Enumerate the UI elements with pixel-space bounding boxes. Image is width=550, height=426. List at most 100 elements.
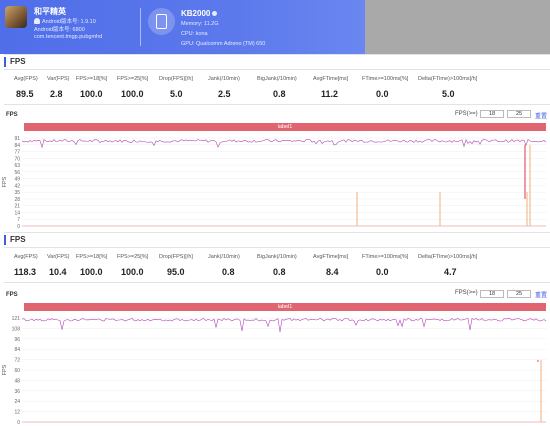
package-name: com.tencent.tmgp.pubgmhd [34, 34, 103, 40]
y-tick-label: 12 [14, 410, 20, 416]
section-title: FPS [10, 57, 26, 66]
stat-label: FPS>=18[%] [76, 76, 108, 82]
fps-filter-min-input[interactable]: 18 [480, 290, 504, 298]
stat-label: Delta(FTime)>100ms[/h] [418, 76, 478, 82]
stat-value: 11.2 [321, 89, 339, 99]
device-name-label: KB2000 [181, 9, 211, 18]
stats-rule [4, 282, 550, 283]
stat-value: 100.0 [80, 267, 103, 277]
y-tick-label: 24 [14, 399, 20, 405]
device-gpu: GPU: Qualcomm Adreno (TM) 650 [181, 41, 266, 47]
label-banner[interactable]: label1 [24, 123, 546, 131]
stat-value: 100.0 [80, 89, 103, 99]
info-icon[interactable] [212, 11, 218, 17]
stat-label: Delta(FTime)>100ms[/h] [418, 254, 478, 260]
stat-value: 2.8 [50, 89, 63, 99]
reset-button[interactable]: 重置 [535, 293, 548, 299]
stat-value: 95.0 [167, 267, 185, 277]
stat-label: AvgFTime[ms] [313, 76, 349, 82]
stat-label: Avg(FPS) [14, 76, 38, 82]
stat-label: Var(FPS) [47, 76, 70, 82]
stat-label: FPS>=25[%] [117, 254, 149, 260]
y-tick-label: 35 [14, 190, 20, 196]
app-name: 和平精英 [34, 7, 66, 16]
android-version-label: Android版本号: 1.9.10 [42, 19, 96, 25]
stat-value: 0.8 [222, 267, 235, 277]
y-tick-label: 91 [14, 136, 20, 142]
section-marker [4, 57, 6, 67]
y-tick-label: 72 [14, 358, 20, 364]
y-tick-label: 0 [17, 224, 20, 230]
fps-filter-min-input[interactable]: 18 [480, 110, 504, 118]
device-memory: Memory: 11.2G [181, 21, 219, 27]
header-info-panel: 和平精英 Android版本号: 1.9.10 Android版本号: 6800… [0, 0, 365, 54]
y-tick-label: 14 [14, 210, 20, 216]
stat-value: 10.4 [49, 267, 67, 277]
stat-label: AvgFTime[ms] [313, 254, 349, 260]
app-header: 和平精英 Android版本号: 1.9.10 Android版本号: 6800… [0, 0, 550, 54]
stat-value: 5.0 [170, 89, 183, 99]
stat-value: 89.5 [16, 89, 34, 99]
stat-label: FPS>=18[%] [76, 254, 108, 260]
stat-label: Jank(/10min) [208, 254, 240, 260]
y-tick-label: 48 [14, 378, 20, 384]
stat-value: 2.5 [218, 89, 231, 99]
y-tick-label: 108 [12, 326, 21, 332]
fps-series-line [21, 317, 547, 333]
y-tick-label: 0 [17, 420, 20, 426]
y-tick-label: 7 [17, 217, 20, 223]
chart-title: FPS [6, 292, 18, 298]
y-tick-label: 84 [14, 143, 20, 149]
fps-filter-max-input[interactable]: 25 [507, 290, 531, 298]
fps-section-1: FPS Avg(FPS) 89.5 Var(FPS) 2.8 FPS>=18[%… [0, 54, 550, 232]
device-name: KB2000 [181, 9, 218, 18]
stat-value: 0.8 [273, 89, 286, 99]
y-tick-label: 77 [14, 150, 20, 156]
android-build: Android版本号: 6800 [34, 27, 85, 33]
stat-value: 8.4 [326, 267, 339, 277]
fps-filter-max-input[interactable]: 25 [507, 110, 531, 118]
y-tick-label: 63 [14, 163, 20, 169]
stat-label: Jank(/10min) [208, 76, 240, 82]
section-title-rule [4, 69, 550, 70]
y-tick-label: 70 [14, 156, 20, 162]
section-title: FPS [10, 235, 26, 244]
fps-series-line [21, 138, 547, 149]
stat-value: 118.3 [14, 267, 37, 277]
fps-section-2: FPS Avg(FPS) 118.3 Var(FPS) 10.4 FPS>=18… [0, 232, 550, 426]
fps-filter-label: FPS(>=) [455, 111, 478, 117]
section-marker [4, 235, 6, 245]
android-version: Android版本号: 1.9.10 [34, 17, 96, 25]
fps-filter-label: FPS(>=) [455, 290, 478, 296]
stats-rule [4, 104, 550, 105]
stat-label: BigJank(/10min) [257, 76, 297, 82]
y-tick-label: 121 [12, 316, 21, 322]
device-icon [148, 8, 175, 35]
y-tick-label: 56 [14, 170, 20, 176]
header-divider [140, 8, 141, 46]
app-icon [5, 6, 27, 28]
stat-value: 0.8 [273, 267, 286, 277]
stat-value: 100.0 [121, 89, 144, 99]
y-tick-label: 96 [14, 337, 20, 343]
y-tick-label: 36 [14, 389, 20, 395]
stat-label: Avg(FPS) [14, 254, 38, 260]
section-top-rule [4, 232, 550, 233]
y-tick-label: 60 [14, 368, 20, 374]
label-banner[interactable]: label1 [24, 303, 546, 311]
stat-label: FPS>=25[%] [117, 76, 149, 82]
device-cpu: CPU: kona [181, 31, 208, 37]
y-axis-title: FPS [2, 176, 8, 187]
reset-button[interactable]: 重置 [535, 114, 548, 120]
stat-label: FTime>=100ms[%] [362, 254, 409, 260]
y-tick-label: 21 [14, 204, 20, 210]
stat-value: 100.0 [121, 267, 144, 277]
chart-title: FPS [6, 112, 18, 118]
y-axis-title: FPS [2, 364, 8, 375]
stat-label: Drop(FPS)[/h] [159, 76, 193, 82]
y-tick-label: 42 [14, 183, 20, 189]
stat-value: 0.0 [376, 267, 389, 277]
y-tick-label: 28 [14, 197, 20, 203]
y-tick-label: 49 [14, 177, 20, 183]
